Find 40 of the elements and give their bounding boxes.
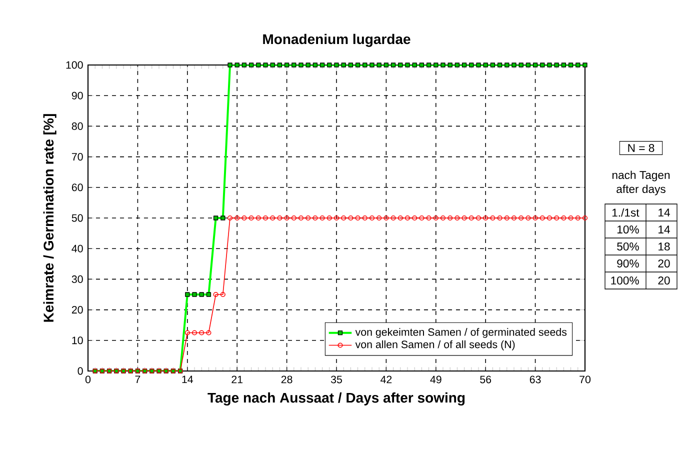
text: 100%	[611, 276, 639, 285]
y-tick-label: 20	[72, 306, 83, 314]
x-tick-label: 42	[380, 376, 392, 384]
y-tick-label: 90	[72, 92, 83, 100]
text: after days	[616, 184, 666, 196]
x-tick-label: 0	[85, 376, 91, 384]
x-tick-label: 7	[135, 376, 140, 384]
text: 90%	[617, 259, 639, 268]
text: 1./1st	[612, 208, 640, 217]
y-tick-label: 70	[72, 153, 83, 161]
x-tick-label: 63	[530, 376, 541, 384]
text: 10%	[617, 225, 639, 234]
text: 20	[658, 276, 670, 285]
y-axis-title: Keimrate / Germination rate [%]	[43, 114, 56, 322]
y-tick-label: 60	[72, 184, 83, 192]
text: nach Tagen	[612, 170, 670, 182]
text: 18	[658, 242, 670, 251]
y-tick-label: 30	[72, 275, 83, 283]
text: 20	[658, 259, 670, 268]
legend-label: von allen Samen / of all seeds (N)	[355, 340, 515, 350]
y-tick-label: 80	[72, 122, 83, 130]
x-tick-label: 14	[182, 376, 194, 384]
text: N = 8	[628, 144, 654, 152]
y-tick-label: 100	[66, 61, 83, 69]
x-tick-label: 70	[580, 376, 591, 384]
text: 14	[658, 226, 670, 234]
x-tick-label: 35	[330, 376, 342, 384]
x-tick-label: 28	[281, 376, 292, 384]
y-tick-label: 0	[78, 367, 83, 375]
x-tick-label: 49	[430, 376, 442, 384]
y-tick-label: 50	[72, 214, 83, 222]
chart-title: Monadenium lugardae	[263, 34, 410, 47]
text: 50%	[617, 242, 639, 251]
legend-label: von gekeimten Samen / of germinated seeds	[355, 328, 567, 338]
y-tick-label: 10	[72, 336, 83, 344]
text: 14	[658, 208, 670, 216]
x-axis-title: Tage nach Aussaat / Days after sowing	[208, 392, 465, 406]
x-tick-label: 56	[480, 376, 492, 384]
x-tick-label: 21	[232, 376, 243, 384]
y-tick-label: 40	[72, 244, 83, 252]
